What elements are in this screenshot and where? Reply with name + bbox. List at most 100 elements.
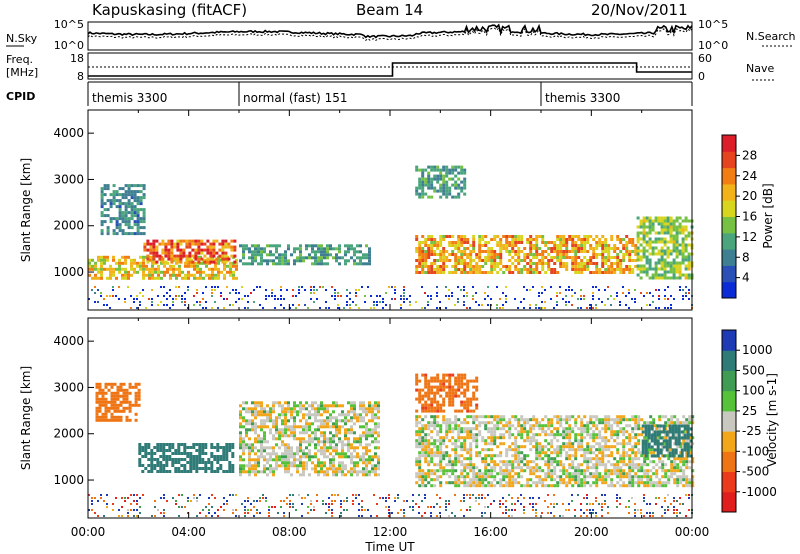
heatmap-cell <box>499 472 503 476</box>
heatmap-cell <box>559 445 563 449</box>
heatmap-cell <box>586 475 590 479</box>
heatmap-cell <box>616 256 620 259</box>
heatmap-cell <box>616 253 620 256</box>
heatmap-cell <box>365 473 368 477</box>
heatmap-cell <box>427 442 431 446</box>
heatmap-cell <box>481 415 485 419</box>
heatmap-cell <box>484 484 488 488</box>
heatmap-cell <box>622 475 626 479</box>
heatmap-cell <box>637 448 641 452</box>
heatmap-cell <box>648 225 652 229</box>
heatmap-cell <box>338 247 341 251</box>
heatmap-cell <box>669 231 673 235</box>
heatmap-cell <box>436 406 440 410</box>
heatmap-cell <box>377 446 380 450</box>
heatmap-cell <box>198 467 202 470</box>
heatmap-cell <box>562 427 566 431</box>
heatmap-cell <box>550 421 554 425</box>
heatmap-cell <box>418 271 422 274</box>
heatmap-cell <box>228 467 232 470</box>
heatmap-cell <box>583 250 587 253</box>
heatmap-cell <box>604 247 608 250</box>
heatmap-cell <box>106 276 109 280</box>
heatmap-cell <box>628 466 632 470</box>
heatmap-cell <box>652 472 656 476</box>
heatmap-cell <box>226 264 229 268</box>
heatmap-cell <box>520 241 524 244</box>
heatmap-cell <box>349 292 351 294</box>
heatmap-cell <box>338 425 341 429</box>
heatmap-cell <box>538 475 542 479</box>
heatmap-cell <box>445 174 449 178</box>
heatmap-cell <box>257 437 260 441</box>
heatmap-cell <box>637 466 641 470</box>
heatmap-cell <box>669 252 673 256</box>
heatmap-cell <box>176 245 180 249</box>
heatmap-cell <box>664 298 666 300</box>
heatmap-cell <box>260 443 263 447</box>
heatmap-cell <box>251 256 254 260</box>
heatmap-cell <box>601 265 605 268</box>
heatmap-cell <box>368 449 371 453</box>
heatmap-cell <box>657 249 661 253</box>
heatmap-cell <box>175 298 177 300</box>
heatmap-cell <box>673 457 677 461</box>
heatmap-cell <box>481 457 485 461</box>
heatmap-cell <box>586 445 590 449</box>
heatmap-cell <box>601 256 605 259</box>
heatmap-cell <box>448 241 452 244</box>
heatmap-cell <box>448 421 452 425</box>
heatmap-cell <box>245 470 248 474</box>
heatmap-cell <box>442 271 446 274</box>
heatmap-cell <box>691 421 695 425</box>
heatmap-cell <box>628 442 632 446</box>
heatmap-cell <box>634 436 638 440</box>
heatmap-cell <box>189 455 193 458</box>
heatmap-cell <box>172 264 175 268</box>
heatmap-cell <box>179 254 183 258</box>
heatmap-cell <box>323 446 326 450</box>
heatmap-cell <box>295 295 297 297</box>
heatmap-cell <box>341 410 344 414</box>
heatmap-cell <box>250 292 252 294</box>
heatmap-cell <box>565 457 569 461</box>
heatmap-cell <box>583 451 587 455</box>
heatmap-cell <box>613 244 617 247</box>
heatmap-cell <box>433 168 437 172</box>
heatmap-cell <box>639 267 643 271</box>
heatmap-cell <box>91 258 94 262</box>
heatmap-cell <box>505 235 509 238</box>
heatmap-cell <box>654 264 658 268</box>
heatmap-cell <box>652 481 656 485</box>
heatmap-cell <box>691 460 695 464</box>
heatmap-cell <box>619 469 623 473</box>
heatmap-cell <box>511 448 515 452</box>
heatmap-cell <box>331 295 333 297</box>
heatmap-cell <box>165 443 169 446</box>
heatmap-cell <box>202 292 204 294</box>
heatmap-cell <box>664 421 668 425</box>
heatmap-cell <box>350 452 353 456</box>
heatmap-cell <box>499 466 503 470</box>
heatmap-cell <box>254 452 257 456</box>
heatmap-cell <box>424 376 428 380</box>
heatmap-cell <box>541 250 545 253</box>
heatmap-cell <box>100 187 104 191</box>
heatmap-cell <box>95 418 99 422</box>
heatmap-cell <box>356 461 359 465</box>
heatmap-cell <box>685 460 689 464</box>
heatmap-cell <box>651 222 655 226</box>
heatmap-cell <box>648 267 652 271</box>
heatmap-cell <box>583 448 587 452</box>
heatmap-cell <box>287 452 290 456</box>
heatmap-cell <box>481 238 485 241</box>
heatmap-cell <box>436 286 438 288</box>
heatmap-cell <box>196 292 198 294</box>
heatmap-cell <box>275 467 278 471</box>
heatmap-cell <box>211 286 213 288</box>
heatmap-cell <box>619 250 623 253</box>
heatmap-cell <box>430 271 434 274</box>
heatmap-cell <box>222 449 226 452</box>
heatmap-cell <box>577 475 581 479</box>
heatmap-cell <box>254 458 257 462</box>
